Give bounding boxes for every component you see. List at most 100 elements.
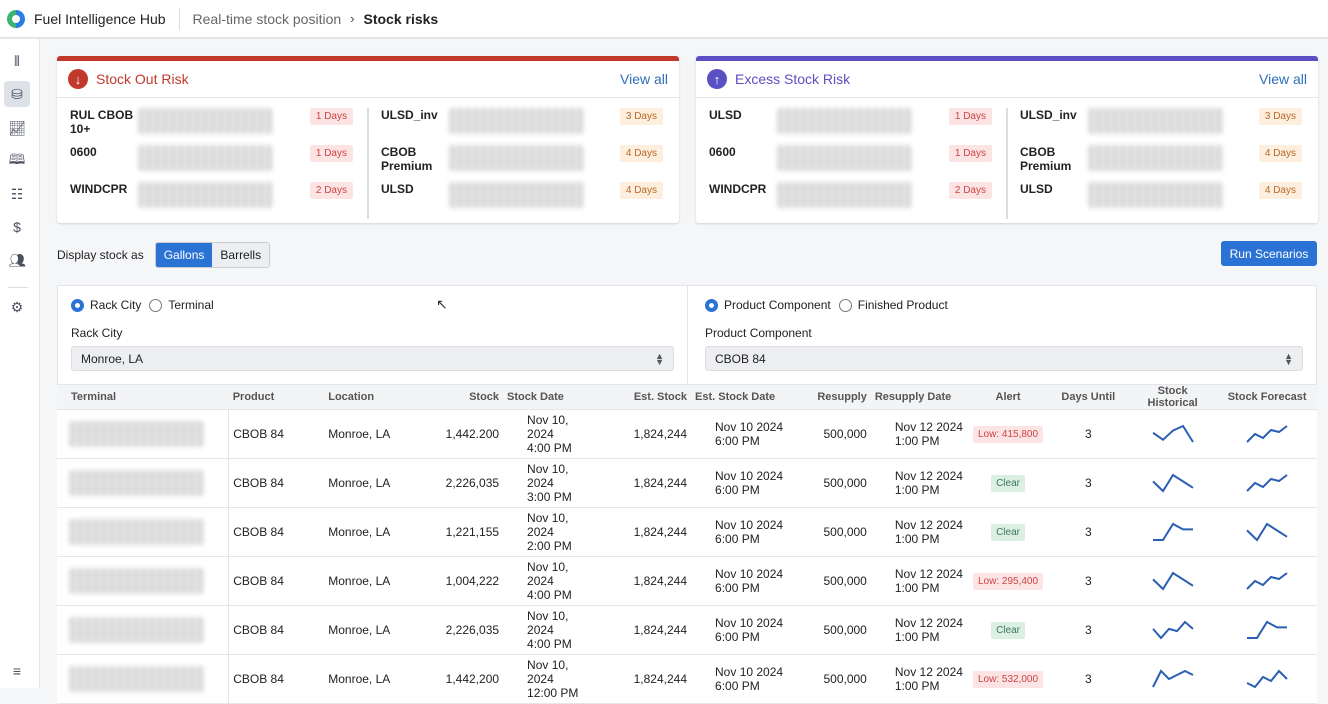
est-stock-date-cell-date: Nov 10 2024 [715,469,784,483]
finished-product-radio[interactable] [838,298,852,312]
users-icon[interactable]: 👥︎ [8,251,26,268]
grid-icon[interactable]: ☷ [10,185,24,202]
column-header-stock-historical[interactable]: Stock Historical [1127,385,1218,410]
risk-product-name: RUL CBOB 10+ [70,108,134,136]
alert-cell: Clear [967,458,1049,508]
breadcrumb-real-time-stock[interactable]: Real-time stock position [192,10,342,27]
table-row[interactable]: CBOB 84 Monroe, LA 2,226,035 Nov 10, 2024 3:… [57,458,1317,508]
risk-item[interactable]: 0600 1 Days [709,145,1006,182]
redacted-terminal [449,108,584,134]
column-header-est-stock-date[interactable]: Est. Stock Date [691,385,797,410]
stock-cell: 1,004,222 [415,556,504,606]
days-badge: 1 Days [309,108,353,125]
risk-item[interactable]: ULSD_inv 3 Days [381,108,677,145]
alert-badge: Low: 295,400 [973,573,1044,590]
table-row[interactable]: CBOB 84 Monroe, LA 1,442.200 Nov 10, 2024 4:… [57,409,1317,459]
chart-icon[interactable]: 📈︎ [8,119,26,136]
column-header-alert[interactable]: Alert [967,385,1049,410]
days-badge: 4 Days [619,182,663,199]
stock-forecast-cell [1217,556,1317,606]
product-component-select[interactable]: CBOB 84 ▲ ▼ [705,346,1303,371]
redacted-terminal-name [69,617,204,643]
gallons-button[interactable]: Gallons [155,243,213,267]
column-header-terminal[interactable]: Terminal [57,385,229,410]
risk-item[interactable]: ULSD_inv 3 Days [1020,108,1316,145]
risk-item[interactable]: CBOB Premium 4 Days [1020,145,1316,182]
location-cell: Monroe, LA [324,458,416,508]
historical-sparkline [1151,620,1194,640]
terminal-radio-label[interactable]: Terminal [168,298,214,312]
est-stock-date-cell: Nov 10 2024 6:00 PM [691,507,797,557]
risk-item[interactable]: WINDCPR 2 Days [70,182,367,219]
redacted-terminal [777,182,912,208]
forecast-sparkline-line [1246,669,1288,689]
historical-sparkline-line [1151,669,1194,688]
column-header-resupply-date[interactable]: Resupply Date [870,385,968,410]
view-all-link[interactable]: View all [620,71,668,87]
database-icon[interactable]: ⛁ [4,81,30,107]
column-header-stock-forecast[interactable]: Stock Forecast [1217,385,1317,410]
alert-badge: Clear [991,622,1025,639]
column-header-location[interactable]: Location [324,385,416,410]
table-row[interactable]: CBOB 84 Monroe, LA 1,221,155 Nov 10, 2024 2:… [57,507,1317,557]
app-logo [7,9,25,28]
rack-city-select[interactable]: Monroe, LA ▲ ▼ [71,346,674,371]
app-title: Fuel Intelligence Hub [34,10,166,27]
display-stock-label: Display stock as [57,248,144,262]
risk-item[interactable]: RUL CBOB 10+ 1 Days [70,108,367,145]
terminal-radio[interactable] [149,298,163,312]
rack-city-radio-label[interactable]: Rack City [90,298,142,312]
column-header-days-until[interactable]: Days Until [1048,385,1128,410]
view-all-link[interactable]: View all [1259,71,1307,87]
column-header-stock-date[interactable]: Stock Date [503,385,600,410]
days-badge: 3 Days [619,108,663,125]
risk-product-name: ULSD [381,182,414,196]
stock-date-cell-date: Nov 10, 2024 [527,462,569,490]
rack-city-radio[interactable] [71,298,84,312]
table-row[interactable]: CBOB 84 Monroe, LA 2,226,035 Nov 10, 2024 4:… [57,605,1317,655]
redacted-terminal [138,108,273,134]
dollar-icon[interactable]: $ [13,219,21,235]
stock-date-cell: Nov 10, 2024 2:00 PM [503,507,600,557]
run-scenarios-button[interactable]: Run Scenarios [1221,241,1317,266]
stock-historical-cell [1127,556,1218,606]
stock-cell: 2,226,035 [415,605,504,655]
resupply-date-cell: Nov 12 2024 1:00 PM [870,458,968,508]
redacted-terminal [1088,145,1223,171]
risk-item[interactable]: ULSD 1 Days [709,108,1006,145]
forecast-sparkline [1246,474,1288,492]
risk-item[interactable]: ULSD 4 Days [381,182,677,219]
collapse-menu-icon[interactable]: ≡ [12,663,22,679]
resupply-date-cell-date: Nov 12 2024 [894,420,963,434]
table-row[interactable]: CBOB 84 Monroe, LA 1,004,222 Nov 10, 2024 4:… [57,556,1317,606]
stock-forecast-cell [1217,458,1317,508]
column-header-resupply[interactable]: Resupply [796,385,871,410]
est-stock-date-cell-date: Nov 10 2024 [715,616,784,630]
resupply-date-cell-time: 1:00 PM [894,630,940,644]
risk-item[interactable]: CBOB Premium 4 Days [381,145,677,182]
column-header-stock[interactable]: Stock [415,385,504,410]
risk-product-name: ULSD_inv [381,108,438,122]
gear-icon[interactable]: ⚙ [10,298,24,315]
table-row[interactable]: CBOB 84 Monroe, LA 1,442,200 Nov 10, 2024 12… [57,654,1317,704]
est-stock-date-cell-date: Nov 10 2024 [715,420,784,434]
split-view-icon[interactable]: ⫴ [14,52,20,69]
historical-sparkline-line [1151,571,1194,591]
product-component-radio-label[interactable]: Product Component [724,298,831,312]
stock-date-cell-time: 2:00 PM [527,539,572,553]
finished-product-radio-label[interactable]: Finished Product [857,298,948,312]
est-stock-date-cell: Nov 10 2024 6:00 PM [691,458,797,508]
stock-historical-cell [1127,458,1218,508]
stock-forecast-cell [1217,654,1317,704]
product-component-radio[interactable] [705,298,718,312]
risk-item[interactable]: 0600 1 Days [70,145,367,182]
book-icon[interactable]: 🕮︎ [8,151,26,167]
alert-cell: Low: 295,400 [967,556,1049,606]
risk-product-name: ULSD [709,108,742,122]
risk-item[interactable]: WINDCPR 2 Days [709,182,1006,219]
location-cell: Monroe, LA [324,654,416,704]
column-header-product[interactable]: Product [228,385,325,410]
barrels-button[interactable]: Barrells [212,243,270,267]
column-header-est-stock[interactable]: Est. Stock [599,385,692,410]
risk-item[interactable]: ULSD 4 Days [1020,182,1316,219]
